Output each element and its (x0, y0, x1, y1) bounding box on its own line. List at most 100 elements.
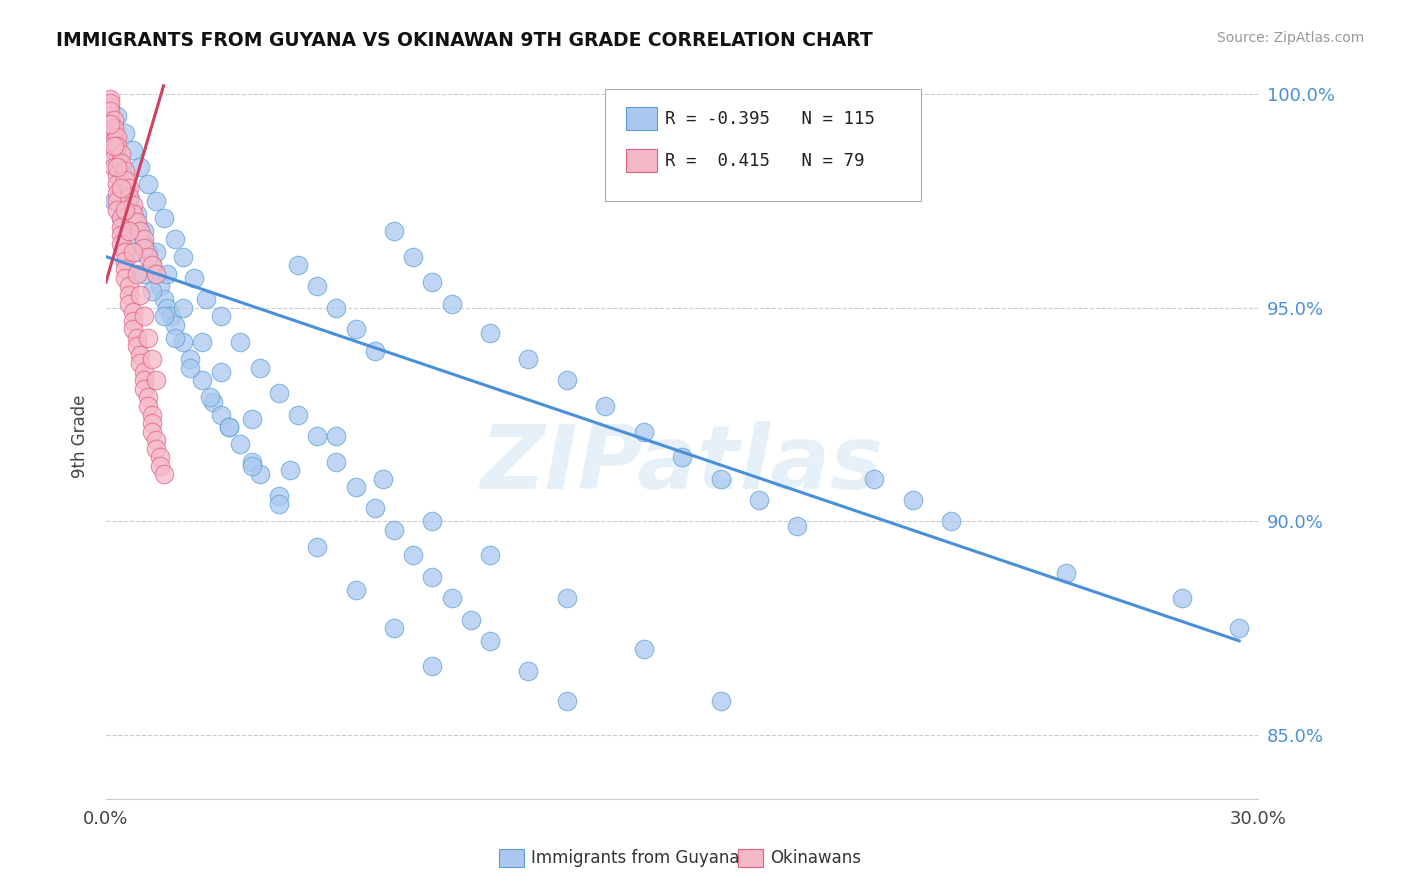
Point (98, 95, 121, 110)
Point (555, 373, 578, 387)
Point (249, 360, 271, 375)
Point (172, 301, 194, 315)
Point (107, 194, 129, 208)
Point (422, 514, 444, 528)
Point (110, 164, 132, 178)
Point (118, 279, 141, 293)
Point (114, 271, 136, 285)
Point (240, 458, 263, 473)
Point (307, 540, 329, 554)
Point (218, 420, 240, 434)
Point (249, 467, 271, 482)
Point (145, 433, 167, 447)
Point (121, 322, 143, 336)
Point (134, 310, 156, 324)
Point (344, 582, 367, 597)
Text: Okinawans: Okinawans (770, 849, 862, 867)
Point (325, 454, 347, 468)
Point (118, 190, 141, 204)
Point (136, 391, 159, 405)
Point (136, 331, 159, 345)
Point (172, 334, 194, 349)
Point (129, 224, 152, 238)
Point (110, 236, 132, 251)
Point (786, 518, 808, 533)
Point (134, 236, 156, 251)
Point (107, 138, 129, 153)
Point (121, 305, 143, 319)
Point (125, 267, 148, 281)
Point (110, 155, 132, 169)
Point (98, 117, 121, 131)
Y-axis label: 9th Grade: 9th Grade (72, 394, 89, 477)
Point (125, 207, 148, 221)
Point (344, 480, 367, 494)
Point (149, 450, 172, 465)
Point (278, 463, 301, 477)
Point (710, 472, 733, 486)
Point (382, 621, 405, 635)
Point (103, 160, 125, 174)
Point (110, 219, 132, 234)
Point (307, 279, 329, 293)
Point (107, 177, 129, 191)
Point (382, 523, 405, 537)
Point (141, 258, 163, 272)
Point (267, 489, 290, 503)
Point (121, 245, 143, 260)
Point (103, 134, 125, 148)
Point (633, 642, 655, 657)
Point (287, 408, 309, 422)
Point (555, 693, 578, 707)
Point (98, 104, 121, 119)
Point (129, 348, 152, 362)
Point (103, 121, 125, 136)
Point (114, 262, 136, 277)
Point (160, 310, 183, 324)
Point (863, 472, 886, 486)
Point (134, 267, 156, 281)
Point (671, 450, 693, 465)
Point (118, 288, 141, 302)
Point (145, 194, 167, 208)
Point (136, 399, 159, 413)
Point (134, 224, 156, 238)
Point (371, 472, 394, 486)
Point (710, 693, 733, 707)
Point (939, 514, 962, 528)
Point (479, 326, 502, 341)
Point (194, 293, 217, 307)
Point (118, 228, 141, 243)
Point (152, 467, 174, 482)
Point (129, 224, 152, 238)
Text: IMMIGRANTS FROM GUYANA VS OKINAWAN 9TH GRADE CORRELATION CHART: IMMIGRANTS FROM GUYANA VS OKINAWAN 9TH G… (56, 31, 873, 50)
Point (517, 664, 540, 678)
Point (325, 301, 347, 315)
Point (141, 408, 163, 422)
Point (103, 143, 125, 157)
Point (145, 373, 167, 387)
Point (129, 356, 152, 370)
Point (402, 549, 425, 563)
Text: R =  0.415   N = 79: R = 0.415 N = 79 (665, 152, 865, 169)
Point (209, 310, 232, 324)
Point (98, 109, 121, 123)
Point (110, 228, 132, 243)
Text: Immigrants from Guyana: Immigrants from Guyana (531, 849, 740, 867)
Point (134, 241, 156, 255)
Point (121, 207, 143, 221)
Text: ZIPatlas: ZIPatlas (481, 421, 883, 508)
Point (125, 339, 148, 353)
Point (134, 373, 156, 387)
Point (422, 570, 444, 584)
Point (198, 391, 221, 405)
Point (107, 130, 129, 145)
Point (107, 109, 129, 123)
Point (460, 613, 482, 627)
Point (136, 177, 159, 191)
Point (202, 394, 225, 409)
Point (479, 633, 502, 648)
Point (141, 416, 163, 430)
Point (179, 360, 201, 375)
Point (125, 215, 148, 229)
